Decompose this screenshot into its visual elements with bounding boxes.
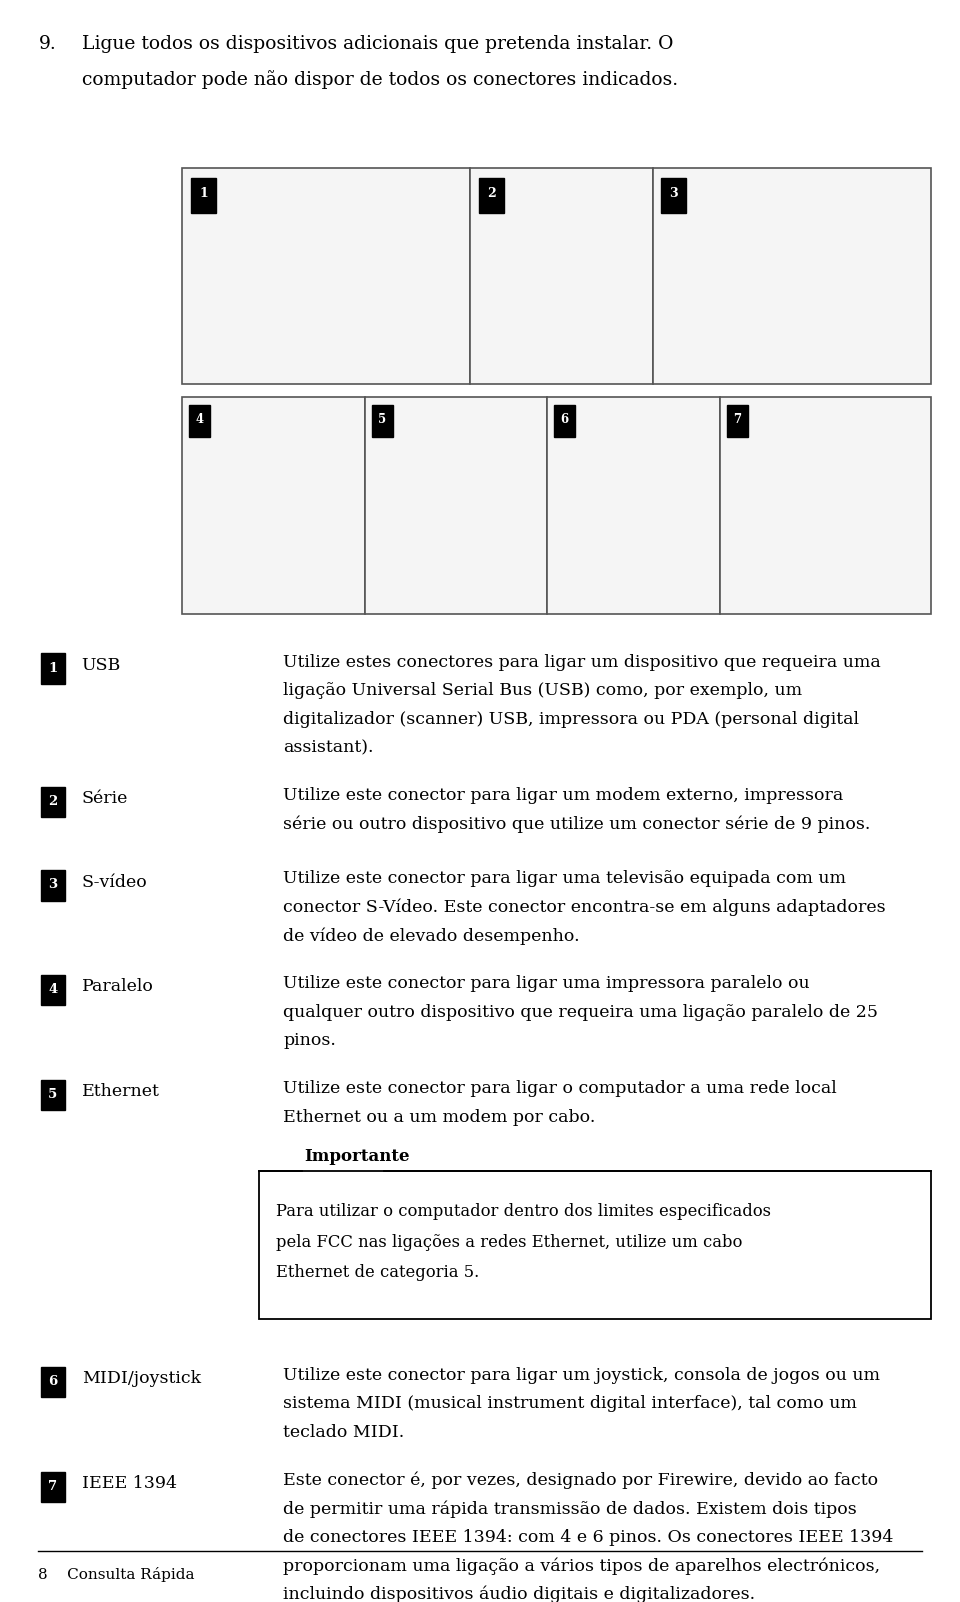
- Bar: [470, 168, 653, 384]
- Text: de vídeo de elevado desempenho.: de vídeo de elevado desempenho.: [283, 928, 580, 945]
- Text: 2: 2: [48, 795, 58, 807]
- Text: 3: 3: [670, 187, 678, 200]
- Bar: [365, 397, 547, 614]
- Text: 4: 4: [48, 984, 58, 996]
- Text: ligação Universal Serial Bus (USB) como, por exemplo, um: ligação Universal Serial Bus (USB) como,…: [283, 682, 803, 698]
- FancyBboxPatch shape: [41, 870, 64, 900]
- Text: Utilize este conector para ligar uma televisão equipada com um: Utilize este conector para ligar uma tel…: [283, 870, 846, 888]
- Text: Utilize este conector para ligar o computador a uma rede local: Utilize este conector para ligar o compu…: [283, 1080, 837, 1097]
- Text: 1: 1: [48, 662, 58, 674]
- Bar: [182, 168, 470, 384]
- Text: Utilize este conector para ligar um modem externo, impressora: Utilize este conector para ligar um mode…: [283, 787, 844, 804]
- FancyBboxPatch shape: [191, 178, 216, 213]
- Text: Utilize este conector para ligar um joystick, consola de jogos ou um: Utilize este conector para ligar um joys…: [283, 1367, 880, 1384]
- Text: Série: Série: [82, 790, 128, 807]
- Text: sistema MIDI (musical instrument digital interface), tal como um: sistema MIDI (musical instrument digital…: [283, 1395, 857, 1413]
- Text: 2: 2: [487, 187, 496, 200]
- Text: 7: 7: [733, 413, 741, 426]
- Text: 5: 5: [378, 413, 386, 426]
- Text: IEEE 1394: IEEE 1394: [82, 1475, 177, 1491]
- Text: digitalizador (scanner) USB, impressora ou PDA (personal digital: digitalizador (scanner) USB, impressora …: [283, 711, 859, 727]
- Text: Ethernet de categoria 5.: Ethernet de categoria 5.: [276, 1264, 480, 1282]
- FancyBboxPatch shape: [479, 178, 504, 213]
- Text: Ethernet: Ethernet: [82, 1083, 159, 1101]
- Text: Paralelo: Paralelo: [82, 979, 154, 995]
- Text: Este conector é, por vezes, designado por Firewire, devido ao facto: Este conector é, por vezes, designado po…: [283, 1472, 878, 1490]
- FancyBboxPatch shape: [41, 1472, 64, 1503]
- Text: incluindo dispositivos áudio digitais e digitalizadores.: incluindo dispositivos áudio digitais e …: [283, 1586, 756, 1602]
- FancyBboxPatch shape: [41, 1080, 64, 1110]
- Text: proporcionam uma ligação a vários tipos de aparelhos electrónicos,: proporcionam uma ligação a vários tipos …: [283, 1557, 880, 1575]
- Text: 6: 6: [561, 413, 568, 426]
- Text: computador pode não dispor de todos os conectores indicados.: computador pode não dispor de todos os c…: [82, 70, 678, 90]
- FancyBboxPatch shape: [554, 405, 575, 437]
- Text: Ligue todos os dispositivos adicionais que pretenda instalar. O: Ligue todos os dispositivos adicionais q…: [82, 35, 673, 53]
- Bar: [547, 397, 720, 614]
- FancyBboxPatch shape: [41, 976, 64, 1006]
- Text: 4: 4: [196, 413, 204, 426]
- Text: 8    Consulta Rápida: 8 Consulta Rápida: [38, 1567, 195, 1581]
- FancyBboxPatch shape: [41, 787, 64, 817]
- Text: pinos.: pinos.: [283, 1032, 336, 1049]
- Text: 5: 5: [48, 1088, 58, 1101]
- Text: qualquer outro dispositivo que requeira uma ligação paralelo de 25: qualquer outro dispositivo que requeira …: [283, 1004, 878, 1020]
- Text: Para utilizar o computador dentro dos limites especificados: Para utilizar o computador dentro dos li…: [276, 1203, 772, 1221]
- FancyBboxPatch shape: [189, 405, 210, 437]
- Text: MIDI/joystick: MIDI/joystick: [82, 1370, 201, 1387]
- Text: 3: 3: [48, 878, 58, 891]
- FancyBboxPatch shape: [41, 1367, 64, 1397]
- Text: USB: USB: [82, 657, 121, 674]
- FancyBboxPatch shape: [727, 405, 748, 437]
- Text: de permitir uma rápida transmissão de dados. Existem dois tipos: de permitir uma rápida transmissão de da…: [283, 1499, 857, 1517]
- Text: teclado MIDI.: teclado MIDI.: [283, 1424, 404, 1440]
- Bar: [182, 397, 365, 614]
- FancyBboxPatch shape: [41, 654, 64, 684]
- Text: 9.: 9.: [38, 35, 56, 53]
- Text: Ethernet ou a um modem por cabo.: Ethernet ou a um modem por cabo.: [283, 1109, 595, 1126]
- Text: 7: 7: [48, 1480, 58, 1493]
- Bar: [720, 397, 931, 614]
- Text: S-vídeo: S-vídeo: [82, 873, 147, 891]
- Bar: [259, 1171, 931, 1318]
- Bar: [653, 168, 931, 384]
- Text: série ou outro dispositivo que utilize um conector série de 9 pinos.: série ou outro dispositivo que utilize u…: [283, 815, 871, 833]
- Text: Utilize estes conectores para ligar um dispositivo que requeira uma: Utilize estes conectores para ligar um d…: [283, 654, 881, 671]
- Text: Importante: Importante: [304, 1149, 410, 1165]
- Text: Utilize este conector para ligar uma impressora paralelo ou: Utilize este conector para ligar uma imp…: [283, 976, 810, 992]
- Text: 6: 6: [48, 1375, 58, 1387]
- Text: assistant).: assistant).: [283, 739, 373, 756]
- Text: pela FCC nas ligações a redes Ethernet, utilize um cabo: pela FCC nas ligações a redes Ethernet, …: [276, 1234, 743, 1251]
- Text: de conectores IEEE 1394: com 4 e 6 pinos. Os conectores IEEE 1394: de conectores IEEE 1394: com 4 e 6 pinos…: [283, 1528, 894, 1546]
- FancyBboxPatch shape: [372, 405, 393, 437]
- FancyBboxPatch shape: [661, 178, 686, 213]
- Text: conector S-Vídeo. Este conector encontra-se em alguns adaptadores: conector S-Vídeo. Este conector encontra…: [283, 899, 886, 916]
- Text: 1: 1: [199, 187, 208, 200]
